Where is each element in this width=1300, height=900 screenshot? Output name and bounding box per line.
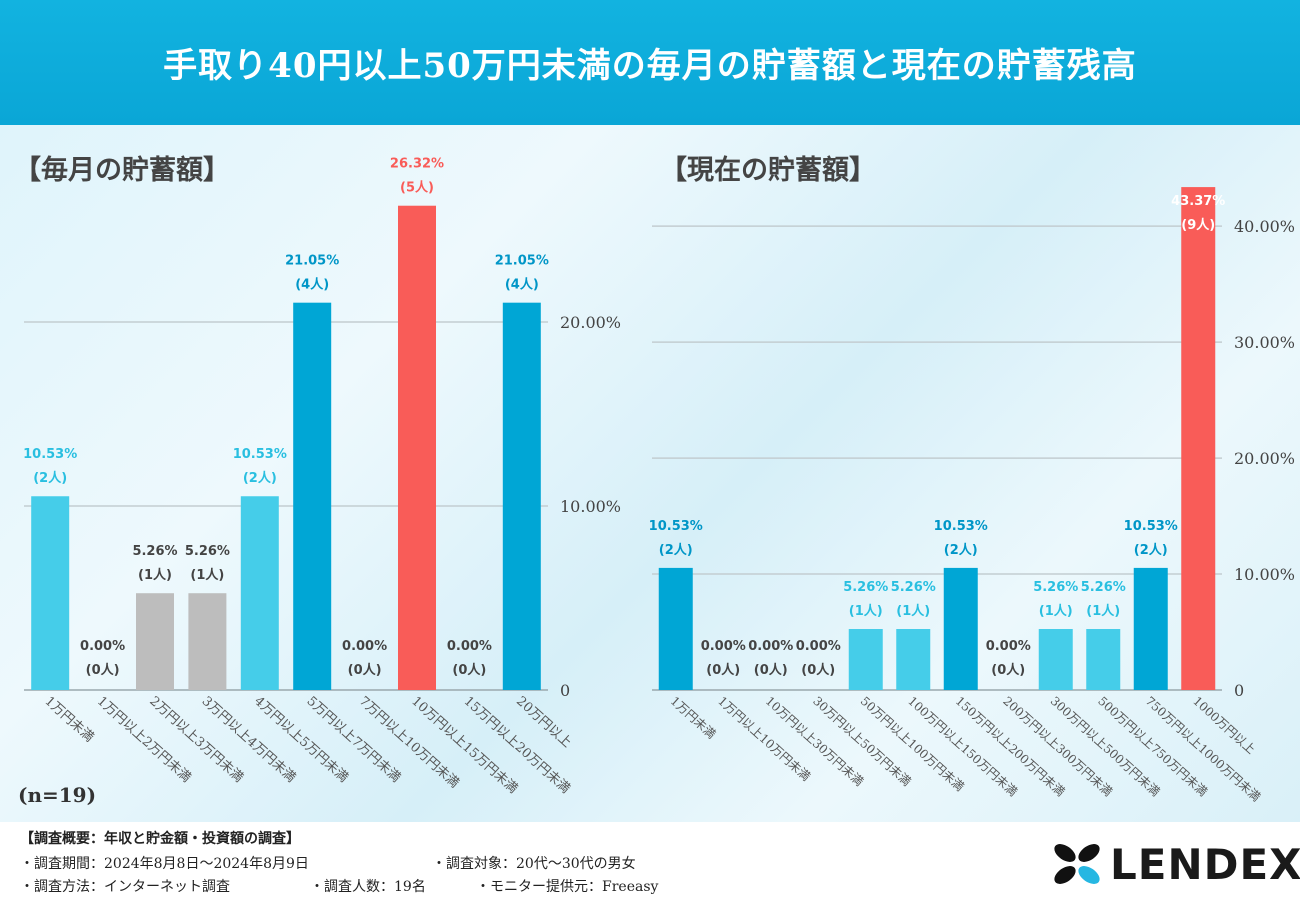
current-value-label: 5.26%: [1081, 580, 1126, 595]
monthly-count-label: (2人): [33, 470, 67, 486]
current-bar: [1086, 629, 1121, 690]
current-bar: [1133, 567, 1168, 690]
monthly-count-label: (0人): [86, 662, 120, 678]
survey-monitor: ・モニター提供元：Freeasy: [476, 879, 659, 895]
current-ytick-label: 10.00%: [1234, 565, 1295, 584]
monthly-category-label: 2万円以上3万円未満: [146, 694, 246, 786]
current-savings-title: 【現在の貯蓄額】: [660, 155, 876, 186]
current-value-label: 0.00%: [986, 639, 1031, 654]
monthly-count-label: (4人): [295, 277, 329, 293]
current-count-label: (0人): [754, 662, 788, 678]
monthly-value-label: 10.53%: [233, 447, 287, 462]
header-banner: [0, 0, 1300, 125]
lendex-logo-icon: [1054, 844, 1100, 884]
current-bar: [658, 567, 693, 690]
current-value-label: 5.26%: [1033, 580, 1078, 595]
monthly-value-label: 21.05%: [285, 254, 339, 269]
chart-background: [0, 125, 1300, 822]
monthly-bar: [136, 593, 174, 690]
current-value-label: 0.00%: [748, 639, 793, 654]
current-bar: [1038, 629, 1073, 690]
current-count-label: (2人): [1134, 542, 1168, 558]
monthly-count-label: (0人): [452, 662, 486, 678]
monthly-savings-chart: 0 10.00% 20.00% 10.53% (2人) 1万円未満 0.00% (0人) 1万円…: [23, 157, 621, 797]
current-value-label: 10.53%: [649, 519, 703, 534]
monthly-bar: [188, 593, 227, 690]
current-count-label: (0人): [991, 662, 1025, 678]
survey-method: ・調査方法：インターネット調査: [20, 879, 230, 895]
current-value-label: 10.53%: [1124, 519, 1178, 534]
current-ytick-label: 30.00%: [1234, 333, 1295, 352]
current-count-label: (1人): [1039, 603, 1073, 619]
monthly-count-label: (0人): [348, 662, 382, 678]
current-value-label: 5.26%: [843, 580, 888, 595]
monthly-value-label: 10.53%: [23, 447, 77, 462]
current-value-label: 0.00%: [796, 639, 841, 654]
current-ytick-label: 20.00%: [1234, 449, 1295, 468]
current-count-label: (2人): [944, 542, 978, 558]
survey-overview-title: 【調査概要：年収と貯金額・投資額の調査】: [20, 831, 300, 847]
page-title: 手取り40円以上50万円未満の毎月の貯蓄額と現在の貯蓄残高: [163, 46, 1137, 86]
monthly-category-label: 7万円以上10万円未満: [356, 694, 462, 791]
survey-period: ・調査期間：2024年8月8日〜2024年8月9日: [20, 856, 309, 872]
monthly-bar: [293, 302, 332, 690]
monthly-category-label: 5万円以上7万円未満: [304, 694, 404, 786]
current-ytick-label: 40.00%: [1234, 217, 1295, 236]
current-category-label: 1万円以上10万円未満: [715, 694, 813, 784]
current-value-label: 10.53%: [934, 519, 988, 534]
monthly-count-label: (2人): [243, 470, 277, 486]
current-bar: [896, 629, 931, 690]
monthly-category-label: 10万円以上15万円未満: [408, 694, 520, 797]
sample-size: (n=19): [18, 783, 97, 807]
current-count-label: (1人): [1086, 603, 1120, 619]
current-bar: [943, 567, 978, 690]
current-count-label: (1人): [849, 603, 883, 619]
current-bar: [1181, 187, 1216, 690]
monthly-ytick-label: 20.00%: [560, 313, 621, 332]
lendex-logo: LENDEX: [1048, 838, 1300, 890]
current-count-label: (2人): [659, 542, 693, 558]
current-value-label: 43.37%: [1171, 194, 1225, 209]
monthly-count-label: (1人): [138, 567, 172, 583]
current-ytick-label: 0: [1234, 681, 1244, 700]
survey-count: ・調査人数：19名: [310, 879, 426, 895]
monthly-count-label: (4人): [505, 277, 539, 293]
current-category-label: 1万円未満: [668, 694, 719, 742]
monthly-category-label: 1万円以上2万円未満: [94, 694, 194, 786]
lendex-logo-text: LENDEX: [1110, 840, 1300, 889]
monthly-bar: [398, 205, 436, 690]
monthly-value-label: 0.00%: [447, 639, 492, 654]
monthly-value-label: 26.32%: [390, 157, 444, 172]
current-bar: [848, 629, 883, 690]
monthly-ytick-label: 0: [560, 681, 570, 700]
current-count-label: (0人): [801, 662, 835, 678]
current-count-label: (1人): [896, 603, 930, 619]
survey-target: ・調査対象：20代〜30代の男女: [432, 856, 636, 872]
monthly-category-label: 1万円未満: [42, 694, 97, 745]
monthly-bar: [240, 496, 279, 690]
current-value-label: 5.26%: [891, 580, 936, 595]
current-savings-chart: 0 10.00% 20.00% 30.00% 40.00% 10.53% (2人) 1万円未満…: [649, 187, 1295, 804]
monthly-count-label: (1人): [190, 567, 224, 583]
current-count-label: (0人): [706, 662, 740, 678]
current-count-label: (9人): [1181, 217, 1215, 233]
monthly-value-label: 5.26%: [132, 544, 177, 559]
monthly-value-label: 21.05%: [495, 254, 549, 269]
monthly-value-label: 0.00%: [80, 639, 125, 654]
monthly-bar: [502, 302, 541, 690]
monthly-savings-title: 【毎月の貯蓄額】: [14, 155, 230, 186]
monthly-category-label: 3万円以上4万円未満: [199, 694, 299, 786]
monthly-bar: [31, 496, 70, 690]
monthly-value-label: 5.26%: [185, 544, 230, 559]
monthly-value-label: 0.00%: [342, 639, 387, 654]
monthly-category-label: 4万円以上5万円未満: [251, 694, 351, 786]
current-value-label: 0.00%: [701, 639, 746, 654]
monthly-count-label: (5人): [400, 180, 434, 196]
monthly-ytick-label: 10.00%: [560, 497, 621, 516]
